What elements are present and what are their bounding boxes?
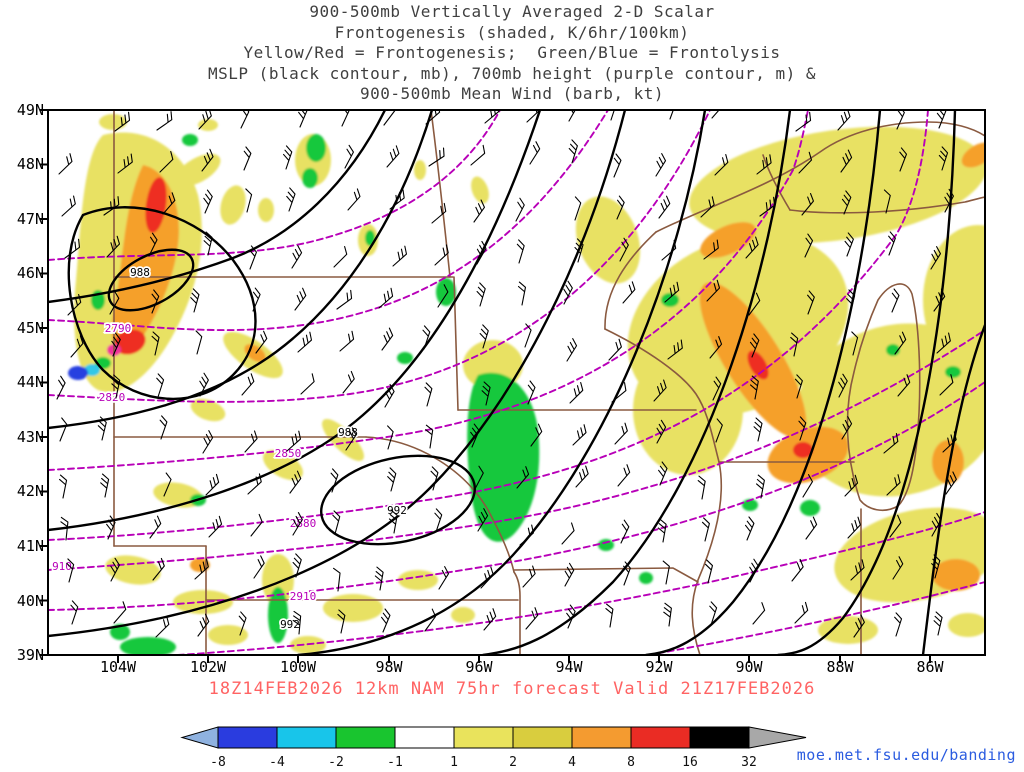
colorbar-seg-5 xyxy=(453,726,514,749)
colorbar-tick--8: -8 xyxy=(210,755,226,770)
colorbar-tick-32: 32 xyxy=(741,755,757,770)
lon-label-100w: 100W xyxy=(279,658,317,676)
colorbar-seg-6 xyxy=(512,726,573,749)
colorbar-arrow-right xyxy=(748,726,807,749)
lon-label-94w: 94W xyxy=(555,658,583,676)
colorbar-seg-8 xyxy=(630,726,691,749)
lat-label-47n: 47N xyxy=(16,210,44,228)
lon-label-90w: 90W xyxy=(735,658,763,676)
frontogenesis-shading-layer xyxy=(68,114,985,655)
lat-label-43n: 43N xyxy=(16,428,44,446)
height-label-2790: 2790 xyxy=(105,322,132,335)
colorbar-seg-1 xyxy=(217,726,278,749)
lat-label-44n: 44N xyxy=(16,373,44,391)
lon-ticks xyxy=(117,656,931,663)
title-line-4: MSLP (black contour, mb), 700mb height (… xyxy=(208,63,816,83)
mslp-label-988a: 988 xyxy=(130,266,150,279)
lon-label-88w: 88W xyxy=(826,658,854,676)
lat-label-41n: 41N xyxy=(16,537,44,555)
title-line-2: Frontogenesis (shaded, K/6hr/100km) xyxy=(334,22,690,42)
height-label-2910: 2910 xyxy=(290,590,317,603)
colorbar-tick-2: 2 xyxy=(509,755,517,770)
title-line-5: 900-500mb Mean Wind (barb, kt) xyxy=(360,84,664,103)
lon-label-86w: 86W xyxy=(916,658,944,676)
lat-label-45n: 45N xyxy=(16,319,44,337)
lon-label-98w: 98W xyxy=(375,658,403,676)
colorbar-seg-3 xyxy=(335,726,396,749)
colorbar-tick-4: 4 xyxy=(568,755,576,770)
colorbar: -8 -4 -2 -1 1 2 4 8 16 32 xyxy=(180,726,807,770)
weather-map: 988 988 992 992 2790 2820 2850 2880 2910… xyxy=(40,109,986,663)
contour-labels: 988 988 992 992 2790 2820 2850 2880 2910… xyxy=(50,264,408,633)
colorbar-tick--4: -4 xyxy=(269,755,285,770)
wind-barbs-layer xyxy=(56,110,957,638)
lat-label-42n: 42N xyxy=(16,482,44,500)
colorbar-tick--1: -1 xyxy=(387,755,403,770)
mslp-contours-layer xyxy=(48,110,985,655)
height-label-2880: 2880 xyxy=(290,517,317,530)
height-label-910: 910 xyxy=(52,560,72,573)
colorbar-seg-4 xyxy=(394,726,455,749)
mslp-label-992b: 992 xyxy=(280,618,300,631)
colorbar-arrow-left xyxy=(180,726,219,749)
title-line-1: 900-500mb Vertically Averaged 2-D Scalar xyxy=(309,2,715,21)
state-borders-layer xyxy=(113,110,985,655)
lat-label-40n: 40N xyxy=(16,592,44,610)
colorbar-tick--2: -2 xyxy=(328,755,344,770)
lon-label-104w: 104W xyxy=(99,658,137,676)
colorbar-tick-8: 8 xyxy=(627,755,635,770)
forecast-caption: 18Z14FEB2026 12km NAM 75hr forecast Vali… xyxy=(208,679,816,699)
lat-label-39n: 39N xyxy=(16,646,44,664)
height-contours-layer xyxy=(48,110,985,655)
colorbar-seg-9 xyxy=(689,726,750,749)
colorbar-seg-2 xyxy=(276,726,337,749)
colorbar-seg-7 xyxy=(571,726,632,749)
title-line-3: Yellow/Red = Frontogenesis; Green/Blue =… xyxy=(243,43,781,62)
colorbar-tick-1: 1 xyxy=(450,755,458,770)
height-label-2820: 2820 xyxy=(99,391,126,404)
height-label-2850: 2850 xyxy=(275,447,302,460)
map-frame xyxy=(40,109,986,663)
lat-label-48n: 48N xyxy=(16,155,44,173)
colorbar-tick-16: 16 xyxy=(682,755,698,770)
lon-label-92w: 92W xyxy=(645,658,673,676)
chart-title: 900-500mb Vertically Averaged 2-D Scalar… xyxy=(0,2,1024,105)
lat-label-49n: 49N xyxy=(16,101,44,119)
lon-label-102w: 102W xyxy=(189,658,227,676)
lat-ticks xyxy=(40,109,47,656)
credit-link[interactable]: moe.met.fsu.edu/banding xyxy=(796,746,1016,764)
lat-label-46n: 46N xyxy=(16,264,44,282)
lon-label-96w: 96W xyxy=(465,658,493,676)
